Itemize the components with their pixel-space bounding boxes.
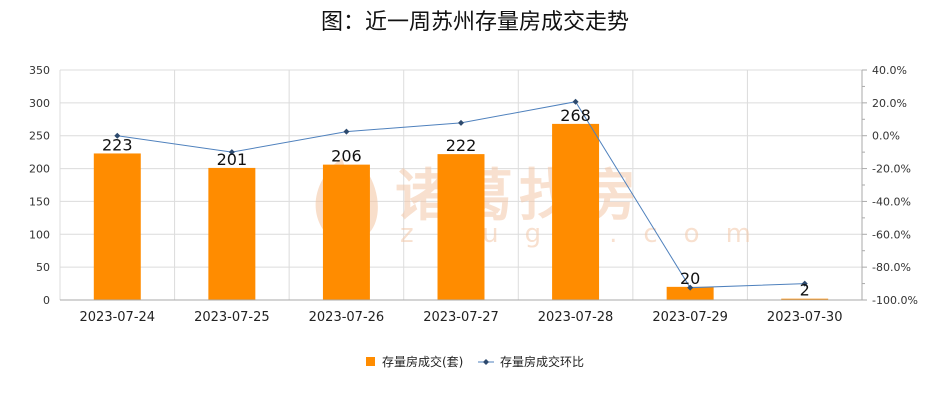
line-point: [343, 128, 350, 135]
y-left-tick-label: 250: [29, 130, 50, 143]
y-left-tick-label: 50: [36, 261, 50, 274]
y-left-tick-label: 300: [29, 97, 50, 110]
bar: [666, 286, 714, 300]
line-point: [114, 132, 121, 139]
axes: 0 50 100 150 200 250 300 350 -100.0% -80.0% -60.0%…: [29, 64, 918, 325]
bars: [93, 123, 829, 300]
bar-value-label: 2: [800, 281, 810, 300]
y-right-tick-label: -20.0%: [872, 163, 911, 176]
y-right-tick-label: 40.0%: [872, 64, 907, 77]
bar: [208, 167, 256, 300]
bar-value-label: 268: [560, 106, 591, 125]
legend-label-line: 存量房成交环比: [500, 354, 584, 369]
x-tick-label: 2023-07-29: [652, 310, 728, 325]
bar-value-label: 223: [102, 135, 133, 154]
y-left-tick-label: 100: [29, 228, 50, 241]
y-left-tick-label: 150: [29, 195, 50, 208]
legend: 存量房成交(套) 存量房成交环比: [366, 354, 584, 369]
line-point: [458, 119, 464, 126]
x-tick-label: 2023-07-28: [538, 310, 614, 325]
y-left-tick-label: 350: [29, 64, 50, 77]
bar-value-label: 222: [446, 136, 477, 155]
legend-swatch-bar: [366, 357, 375, 366]
line-point: [687, 284, 694, 291]
y-right-tick-label: -60.0%: [872, 228, 911, 241]
bar: [322, 164, 370, 300]
chart-title: 图：近一周苏州存量房成交走势: [321, 10, 629, 35]
bar: [93, 153, 141, 300]
line-point: [801, 280, 808, 287]
y-right-tick-label: -100.0%: [872, 294, 918, 307]
watermark: 诸葛找房 zhuge.com: [315, 158, 751, 249]
bar-value-label: 20: [680, 269, 700, 288]
x-tick-label: 2023-07-25: [194, 310, 270, 325]
y-right-tick-label: 0.0%: [872, 130, 900, 143]
legend-label-bar: 存量房成交(套): [382, 354, 463, 369]
y-right-tick-label: -80.0%: [872, 261, 911, 274]
bar-value-label: 206: [331, 147, 362, 166]
y-left-tick-label: 200: [29, 163, 50, 176]
bar: [437, 154, 485, 300]
data-labels: 223 201 206 222 268 20 2: [102, 106, 810, 300]
line-point: [572, 98, 579, 105]
bar: [552, 123, 600, 300]
x-tick-label: 2023-07-30: [767, 310, 843, 325]
line-series: [114, 98, 808, 291]
y-left-tick-label: 0: [43, 294, 50, 307]
y-right-tick-label: 20.0%: [872, 97, 907, 110]
y-right-tick-label: -40.0%: [872, 195, 911, 208]
x-tick-label: 2023-07-27: [423, 310, 499, 325]
bar: [781, 298, 829, 300]
x-tick-label: 2023-07-26: [309, 310, 385, 325]
legend-marker-line: [483, 359, 489, 365]
line-point: [228, 149, 235, 156]
x-tick-label: 2023-07-24: [80, 310, 156, 325]
bar-value-label: 201: [217, 150, 248, 169]
